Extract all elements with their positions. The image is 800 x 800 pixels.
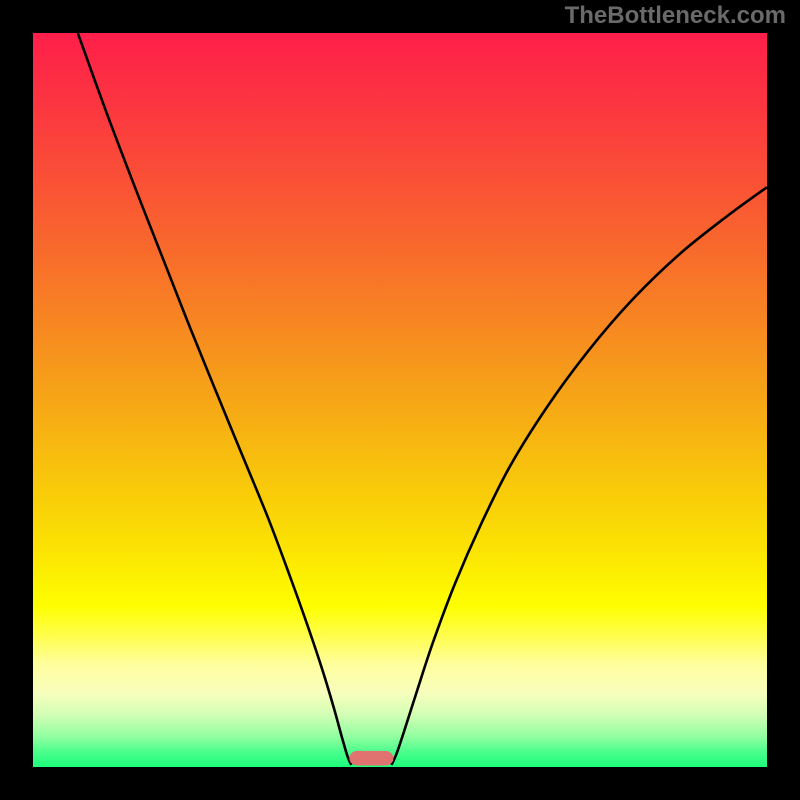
bottleneck-curve-chart (0, 0, 800, 800)
chart-container: TheBottleneck.com (0, 0, 800, 800)
watermark-label: TheBottleneck.com (565, 2, 786, 30)
plot-gradient-background (33, 33, 767, 767)
optimal-marker (349, 751, 393, 766)
